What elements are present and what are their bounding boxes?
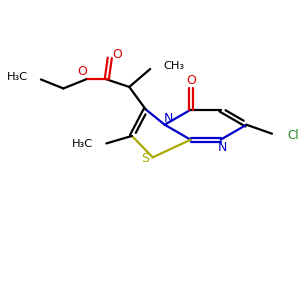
Text: O: O (112, 48, 122, 61)
Text: O: O (77, 65, 87, 79)
Text: Cl: Cl (287, 129, 298, 142)
Text: CH₃: CH₃ (163, 61, 184, 71)
Text: N: N (218, 141, 227, 154)
Text: H₃C: H₃C (72, 140, 93, 149)
Text: H₃C: H₃C (7, 72, 28, 82)
Text: S: S (141, 152, 149, 165)
Text: N: N (164, 112, 173, 125)
Text: O: O (187, 74, 196, 87)
